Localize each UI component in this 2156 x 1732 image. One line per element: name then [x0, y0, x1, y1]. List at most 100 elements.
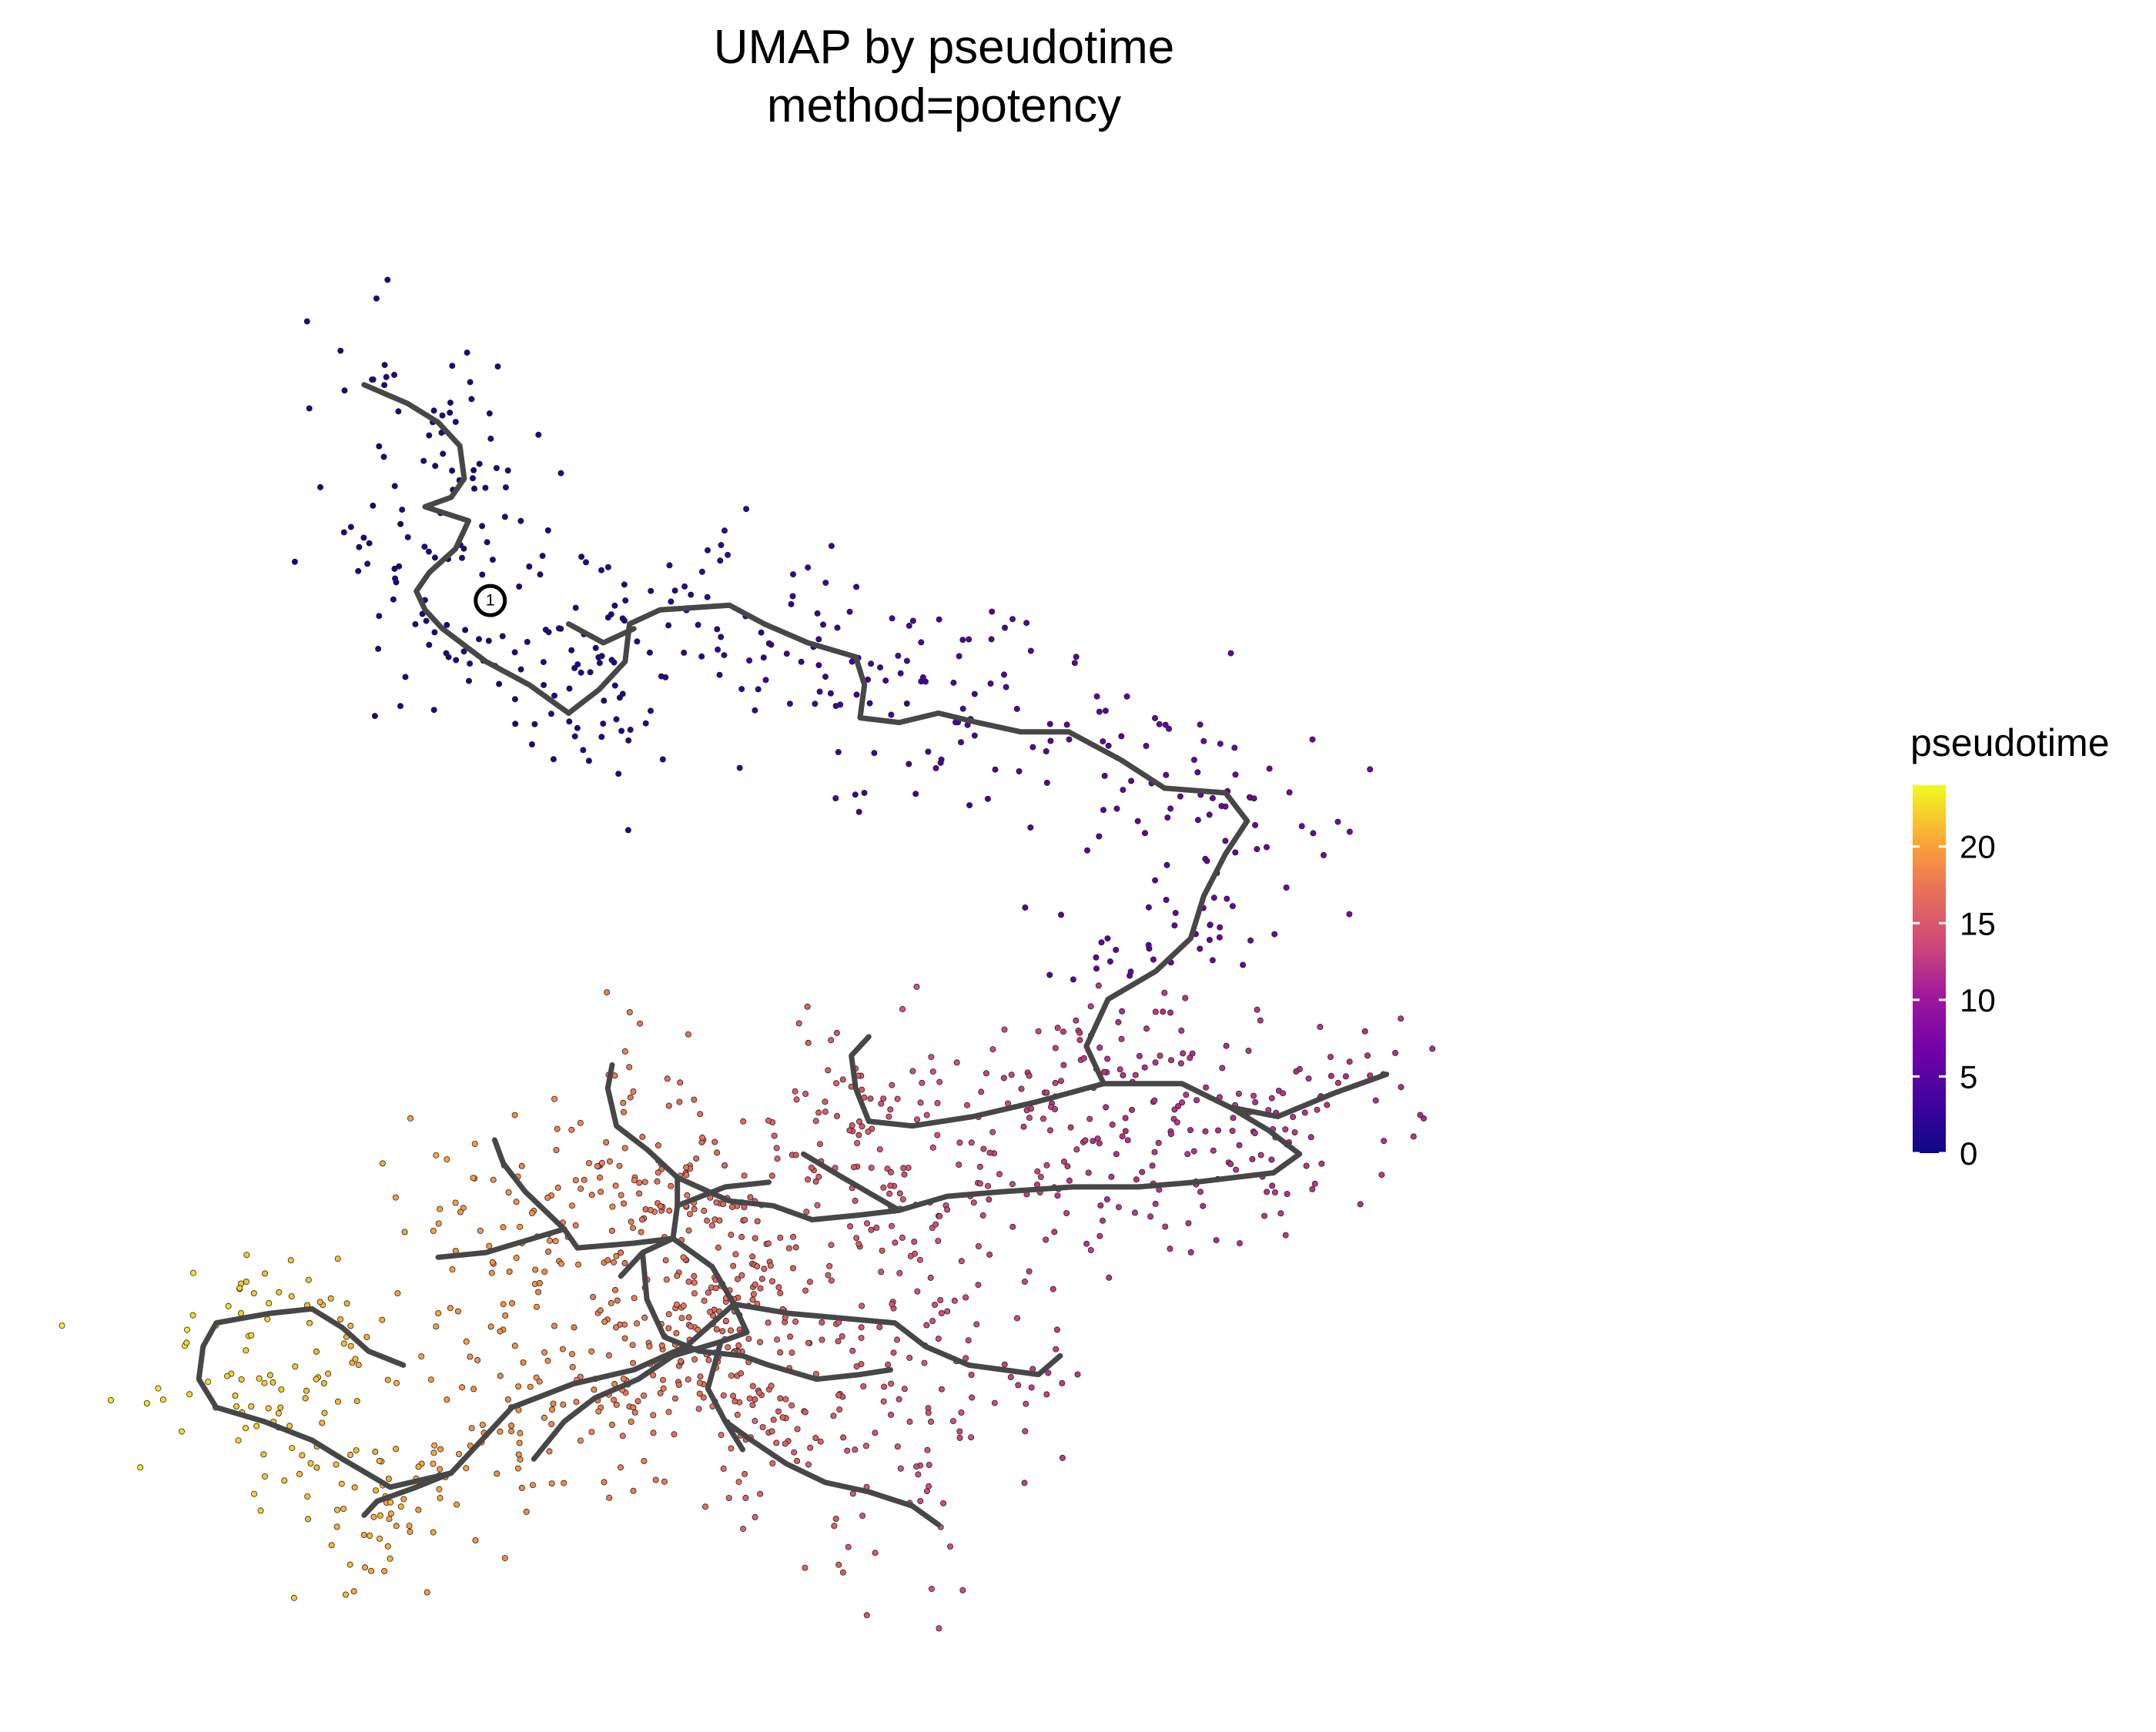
cell-point [1104, 935, 1111, 942]
cell-point [732, 1398, 738, 1405]
cell-point [702, 1503, 709, 1510]
cell-point [444, 1396, 450, 1403]
cell-point [1074, 1371, 1081, 1378]
cell-point [183, 1339, 190, 1346]
cell-point [552, 1238, 559, 1245]
cell-point [606, 1158, 613, 1165]
cell-point [642, 720, 649, 727]
cell-point [1162, 721, 1169, 728]
cell-point [1194, 769, 1201, 776]
cell-point [379, 1316, 386, 1323]
cell-point [549, 1406, 556, 1413]
cell-point [769, 1278, 776, 1285]
cell-point [368, 1567, 375, 1574]
cell-point [897, 1465, 904, 1472]
cell-point [928, 1586, 935, 1593]
cell-point [980, 1145, 987, 1152]
cell-point [1245, 1048, 1252, 1055]
cell-point [775, 1408, 782, 1415]
cell-point [631, 1295, 638, 1302]
cell-point [1021, 1279, 1028, 1286]
cell-point [839, 1076, 846, 1083]
cell-point [621, 1335, 628, 1342]
cell-point [743, 506, 750, 513]
cell-point [379, 1160, 386, 1167]
cell-point [826, 1262, 833, 1269]
cell-point [347, 523, 354, 530]
cell-point [775, 1284, 782, 1291]
cell-point [397, 520, 404, 527]
cell-point [265, 1405, 272, 1412]
cell-point [456, 1451, 463, 1458]
cell-point [725, 1495, 732, 1502]
cell-point [700, 1394, 707, 1401]
cell-point [782, 1440, 788, 1447]
trajectory-branch [604, 1062, 815, 1222]
cell-point [361, 1564, 368, 1571]
cell-point [1052, 1079, 1059, 1086]
cell-point [290, 1594, 297, 1601]
cell-point [742, 1216, 748, 1223]
cell-point [1334, 818, 1341, 825]
cell-point [691, 1272, 698, 1279]
cell-point [437, 1466, 444, 1473]
cell-point [384, 1543, 391, 1550]
cell-point [673, 1329, 680, 1336]
cell-point [452, 419, 459, 426]
cell-point [928, 1418, 935, 1425]
cell-point [713, 1326, 720, 1332]
cell-point [243, 1252, 250, 1259]
cell-point [371, 713, 378, 720]
cell-point [969, 1394, 976, 1401]
cell-point [996, 1171, 1003, 1178]
cell-point [367, 1533, 373, 1540]
cell-point [745, 1336, 752, 1342]
trajectory-branch [361, 1470, 454, 1518]
cell-point [956, 653, 962, 660]
cell-point [977, 1180, 984, 1187]
cell-point [1115, 1204, 1122, 1211]
cell-point [526, 563, 533, 570]
cell-point [788, 600, 795, 607]
cell-point [917, 1498, 924, 1505]
cell-point [544, 1194, 551, 1201]
cell-point [680, 1302, 687, 1309]
cell-point [691, 1096, 698, 1103]
cell-point [1219, 1065, 1226, 1072]
cell-point [1046, 971, 1053, 978]
cell-point [1167, 1009, 1174, 1016]
cell-point [835, 1561, 842, 1568]
cell-point [327, 1295, 334, 1302]
cell-point [752, 1417, 758, 1424]
cell-point [343, 1300, 350, 1307]
cell-point [1152, 714, 1159, 721]
cell-point [554, 1125, 561, 1132]
cell-point [436, 1486, 443, 1493]
cell-point [390, 596, 397, 603]
cell-point [340, 1506, 347, 1513]
cell-point [508, 1428, 515, 1435]
cell-point [900, 1165, 907, 1172]
cell-point [555, 625, 562, 632]
cell-point [664, 1075, 671, 1082]
cell-point [251, 1490, 258, 1497]
cell-point [650, 1412, 657, 1419]
cell-point [397, 1503, 404, 1510]
cell-point [804, 1003, 811, 1010]
cell-point [387, 1510, 394, 1517]
cell-point [1008, 1072, 1015, 1078]
cell-point [899, 1196, 906, 1203]
cell-point [892, 1239, 899, 1246]
cell-point [831, 1523, 838, 1530]
cell-point [657, 1389, 664, 1396]
cell-point [1334, 1079, 1341, 1086]
cell-point [712, 1285, 719, 1292]
cell-point [1043, 1162, 1050, 1169]
cell-point [907, 1252, 914, 1259]
cell-point [423, 617, 430, 624]
cell-point [597, 1307, 604, 1314]
cell-point [586, 1160, 593, 1167]
cell-point [966, 802, 973, 809]
cell-point [728, 1203, 735, 1210]
trajectory-branch [435, 1226, 567, 1260]
